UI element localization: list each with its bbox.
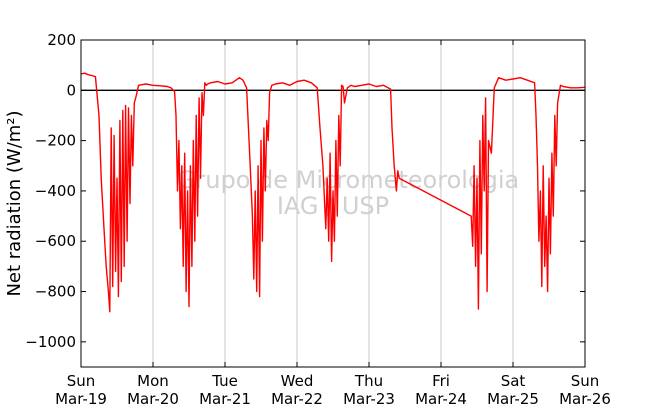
watermark-line-1: Grupo de Micrometeorologia xyxy=(177,166,519,194)
x-tick-label-date: Mar-26 xyxy=(559,390,611,408)
x-tick-label-date: Mar-25 xyxy=(487,390,539,408)
x-tick-label-day: Wed xyxy=(281,372,314,390)
y-tick-label: 0 xyxy=(66,81,76,99)
x-tick-label-date: Mar-19 xyxy=(55,390,107,408)
y-axis-label: Net radiation (W/m²) xyxy=(4,110,25,296)
x-tick-label-day: Sat xyxy=(501,372,526,390)
x-tick-label-day: Thu xyxy=(354,372,383,390)
y-tick-label: −1000 xyxy=(25,333,76,351)
x-tick-label-date: Mar-20 xyxy=(127,390,179,408)
x-tick-label-date: Mar-23 xyxy=(343,390,395,408)
y-tick-label: −200 xyxy=(35,132,76,150)
vertical-grid-lines xyxy=(152,40,514,367)
plot-frame xyxy=(80,39,586,368)
x-tick-label-day: Sun xyxy=(67,372,96,390)
net-radiation-series-line xyxy=(80,72,586,313)
x-tick-label-day: Mon xyxy=(137,372,169,390)
x-tick-label-date: Mar-21 xyxy=(199,390,251,408)
y-tick-label: −800 xyxy=(35,283,76,301)
x-axis-ticks: SunMar-19MonMar-20TueMar-21WedMar-22ThuM… xyxy=(55,40,611,408)
x-tick-label-day: Tue xyxy=(211,372,238,390)
x-tick-label-day: Sun xyxy=(571,372,600,390)
x-tick-label-date: Mar-24 xyxy=(415,390,467,408)
x-tick-label-date: Mar-22 xyxy=(271,390,323,408)
y-tick-label: −600 xyxy=(35,232,76,250)
y-axis-ticks: 200 0 −200 −400 −600 −800 −1000 xyxy=(25,31,585,351)
y-tick-label: 200 xyxy=(47,31,76,49)
y-tick-label: −400 xyxy=(35,182,76,200)
x-tick-label-day: Fri xyxy=(432,372,450,390)
watermark: Grupo de Micrometeorologia IAG / USP xyxy=(177,166,519,220)
